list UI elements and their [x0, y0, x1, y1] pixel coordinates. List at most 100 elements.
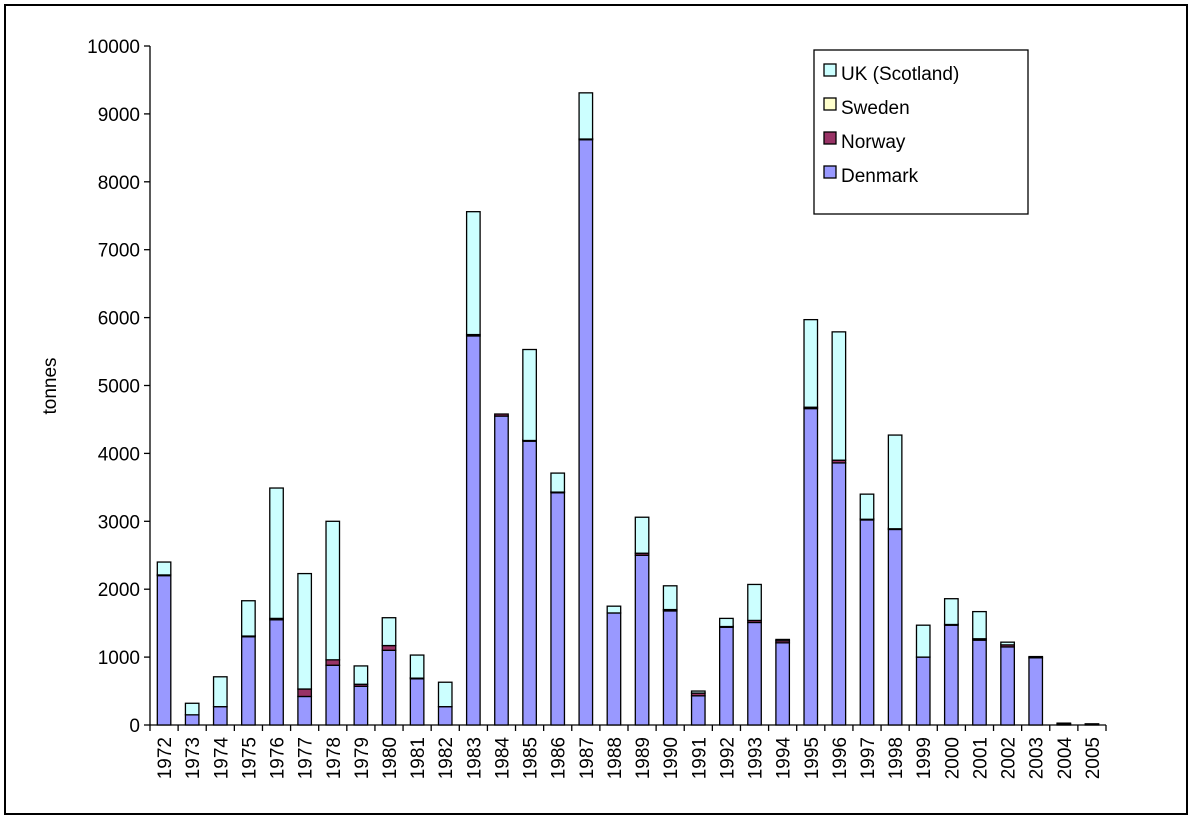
bar-segment-denmark-2000[interactable] — [943, 624, 959, 726]
x-tick-label: 1997 — [858, 737, 879, 779]
bar-segment-denmark-1993[interactable] — [747, 621, 762, 726]
bar-segment-denmark-1980[interactable] — [381, 649, 397, 726]
bar-segment-uk-scotland-1977[interactable] — [297, 572, 313, 690]
bar-segment-denmark-1978[interactable] — [325, 664, 341, 726]
bar-segment-uk-scotland-2004[interactable] — [1056, 722, 1072, 725]
x-tick-label: 1981 — [408, 737, 429, 779]
bar-segment-denmark-1976[interactable] — [269, 619, 284, 726]
bar-segment-denmark-1984[interactable] — [494, 415, 509, 726]
x-tick-label: 1982 — [436, 737, 457, 779]
bar-segment-norway-1984[interactable] — [494, 413, 509, 417]
bar-segment-norway-1977[interactable] — [297, 688, 313, 698]
bar-segment-uk-scotland-1975[interactable] — [241, 600, 256, 637]
x-tick-label: 1987 — [577, 737, 598, 779]
bar-segment-denmark-1975[interactable] — [241, 636, 256, 726]
bar-segment-uk-scotland-1995[interactable] — [803, 318, 819, 408]
bar-segment-uk-scotland-1973[interactable] — [184, 702, 200, 716]
bar-segment-denmark-1989[interactable] — [634, 554, 650, 726]
bar-segment-denmark-1985[interactable] — [522, 440, 537, 726]
bar-segment-uk-scotland-1990[interactable] — [662, 585, 678, 611]
legend-label: Sweden — [841, 98, 910, 119]
bar-segment-uk-scotland-1994[interactable] — [775, 638, 791, 642]
legend-swatch — [823, 165, 837, 179]
x-tick-label: 1976 — [268, 737, 289, 779]
legend[interactable]: UK (Scotland) Sweden Norway Denmark — [813, 49, 1029, 215]
bar-segment-denmark-1981[interactable] — [409, 678, 425, 726]
bar-segment-uk-scotland-1991[interactable] — [690, 690, 706, 694]
x-tick-label: 1984 — [492, 737, 513, 780]
legend-label: Denmark — [841, 166, 919, 187]
bar-segment-norway-1978[interactable] — [325, 659, 341, 666]
bar-segment-denmark-1996[interactable] — [831, 462, 847, 726]
bar-segment-denmark-1972[interactable] — [156, 574, 172, 726]
bar-segment-denmark-1982[interactable] — [437, 706, 453, 726]
bar-segment-uk-scotland-1992[interactable] — [719, 617, 734, 628]
x-tick-label: 1995 — [802, 737, 823, 779]
x-tick-label: 2004 — [1055, 737, 1076, 780]
bar-segment-uk-scotland-2005[interactable] — [1084, 723, 1100, 726]
x-tick-label: 1980 — [380, 737, 401, 779]
bar-segment-uk-scotland-1993[interactable] — [747, 583, 762, 622]
x-tick-label: 2002 — [999, 737, 1020, 779]
bar-segment-denmark-1991[interactable] — [690, 695, 706, 726]
bars-group — [156, 92, 1100, 726]
bar-segment-uk-scotland-1979[interactable] — [353, 665, 369, 685]
bar-segment-uk-scotland-1987[interactable] — [578, 92, 594, 140]
bar-segment-uk-scotland-1989[interactable] — [634, 516, 650, 554]
bar-segment-uk-scotland-1976[interactable] — [269, 487, 284, 620]
x-tick-label: 1978 — [324, 737, 345, 779]
x-tick-label: 1974 — [211, 737, 232, 780]
legend-swatch — [823, 131, 837, 145]
y-tick-label: 6000 — [98, 309, 140, 330]
bar-segment-uk-scotland-1997[interactable] — [859, 493, 875, 520]
bar-segment-denmark-1983[interactable] — [465, 335, 481, 726]
bar-segment-uk-scotland-2002[interactable] — [1000, 641, 1015, 646]
bar-segment-denmark-2001[interactable] — [972, 639, 987, 726]
bar-segment-norway-1980[interactable] — [381, 644, 397, 651]
y-tick-label: 5000 — [98, 377, 140, 398]
x-tick-label: 2003 — [1027, 737, 1048, 779]
bar-segment-denmark-1986[interactable] — [550, 492, 566, 726]
bar-segment-uk-scotland-2000[interactable] — [943, 598, 959, 626]
bar-segment-denmark-1995[interactable] — [803, 407, 819, 726]
bar-segment-denmark-1990[interactable] — [662, 610, 678, 726]
bar-segment-uk-scotland-1996[interactable] — [831, 331, 847, 461]
x-tick-label: 1993 — [746, 737, 767, 779]
legend-label: Norway — [841, 132, 906, 153]
x-tick-label: 1996 — [830, 737, 851, 779]
bar-segment-uk-scotland-1986[interactable] — [550, 472, 566, 493]
bar-segment-denmark-1974[interactable] — [212, 706, 228, 726]
bar-segment-denmark-1977[interactable] — [297, 695, 313, 726]
bar-segment-denmark-1998[interactable] — [887, 528, 903, 726]
y-tick-label: 0 — [129, 716, 140, 737]
bar-segment-denmark-1973[interactable] — [184, 714, 200, 726]
bar-segment-uk-scotland-1972[interactable] — [156, 561, 172, 576]
bar-segment-denmark-1988[interactable] — [606, 612, 622, 726]
bar-segment-uk-scotland-2001[interactable] — [972, 610, 987, 640]
bar-segment-denmark-1994[interactable] — [775, 642, 791, 726]
x-tick-label: 1975 — [239, 737, 260, 779]
bar-segment-denmark-1999[interactable] — [915, 656, 931, 726]
bar-segment-denmark-1992[interactable] — [719, 626, 734, 726]
bar-segment-denmark-1979[interactable] — [353, 685, 369, 726]
bar-segment-uk-scotland-1978[interactable] — [325, 520, 341, 661]
bar-segment-uk-scotland-1988[interactable] — [606, 605, 622, 614]
x-tick-label: 1973 — [183, 737, 204, 779]
bar-segment-denmark-1987[interactable] — [578, 139, 594, 726]
bar-segment-uk-scotland-1998[interactable] — [887, 434, 903, 530]
bar-segment-uk-scotland-1985[interactable] — [522, 348, 537, 442]
bar-segment-denmark-2003[interactable] — [1028, 657, 1044, 726]
bar-segment-denmark-1997[interactable] — [859, 519, 875, 726]
legend-label: UK (Scotland) — [841, 64, 959, 85]
bar-segment-uk-scotland-1974[interactable] — [212, 676, 228, 708]
bar-segment-uk-scotland-1999[interactable] — [915, 624, 931, 658]
bar-segment-uk-scotland-1980[interactable] — [381, 617, 397, 647]
bar-segment-norway-2003[interactable] — [1028, 655, 1044, 659]
y-tick-label: 1000 — [98, 648, 140, 669]
bar-segment-uk-scotland-1982[interactable] — [437, 681, 453, 708]
x-tick-label: 1999 — [914, 737, 935, 779]
bar-segment-uk-scotland-1981[interactable] — [409, 654, 425, 679]
bar-segment-uk-scotland-1983[interactable] — [465, 211, 481, 336]
bar-segment-denmark-2002[interactable] — [1000, 646, 1015, 726]
